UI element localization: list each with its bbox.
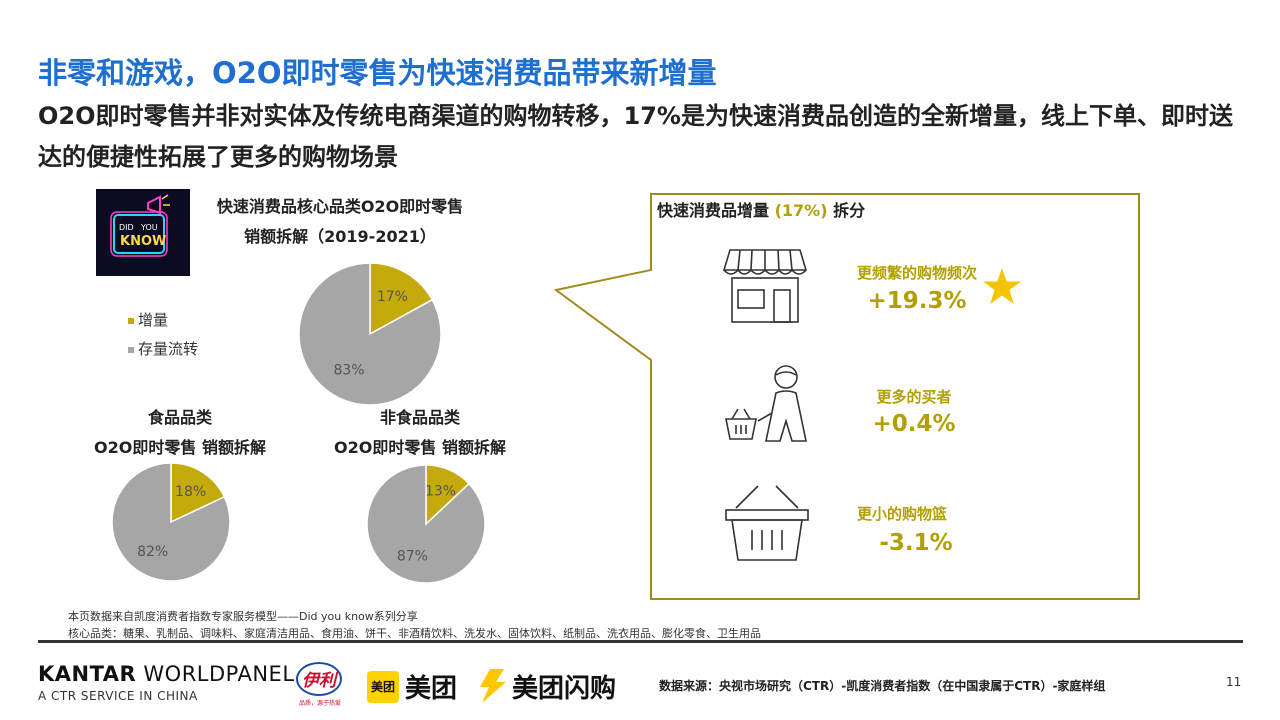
pie-chart-core: 17% 83% [298,262,442,406]
data-source-note: 数据来源：央视市场研究（CTR）-凯度消费者指数（在中国隶属于CTR）-家庭样组 [659,679,1106,693]
main-chart-title: 快速消费品核心品类O2O即时零售 销额拆解（2019-2021） [185,192,495,252]
meituan-logo-mark: 美团 [367,671,399,703]
badge-word-1: DID [119,223,134,232]
nonfood-chart-title-line1: 非食品品类 [379,408,460,427]
pie-slice-existing [366,464,486,584]
metric-value-basket: -3.1% [879,530,953,556]
metric-value-frequency: +19.3% [867,288,967,314]
lightning-icon [480,669,506,703]
pie-slice-incremental [170,462,226,524]
metric-value-buyers: +0.4% [872,411,956,437]
metric-label-buyers: 更多的买者 [876,388,952,406]
pie-slice-incremental [369,262,434,336]
pie-label-existing: 83% [333,362,364,378]
callout-frame [553,193,1140,600]
basket-icon [725,485,809,561]
pie-slice-existing [111,462,231,582]
pie-label-incremental: 18% [175,484,206,500]
pie-label-existing: 87% [397,548,428,564]
meituan-logo-text: 美团 [405,674,458,704]
yili-slogan: 品质，源于热爱 [298,700,341,707]
legend-existing: 存量流转 [128,338,198,359]
legend-swatch-incremental [128,317,134,324]
pie-label-incremental: 13% [425,483,456,499]
legend-label-existing: 存量流转 [138,340,199,358]
kantar-logo: KANTAR WORLDPANEL [38,662,295,686]
store-icon [722,249,808,323]
main-chart-title-line1: 快速消费品核心品类O2O即时零售 [216,197,464,216]
food-chart-title-line2: O2O即时零售 销额拆解 [94,438,266,457]
legend-label-incremental: 增量 [138,311,169,329]
badge-word-3: KNOW [120,234,166,249]
yili-logo-mark: 伊利 [296,662,342,696]
footer-divider [38,640,1243,643]
food-chart-title-line1: 食品品类 [147,408,212,427]
page-number: 11 [1226,675,1242,689]
callout-title: 快速消费品增量 (17%) 拆分 [657,197,865,221]
pie-chart-food: 18% 82% [111,462,231,582]
badge-word-2: YOU [140,223,158,232]
did-you-know-badge: DID YOU KNOW [96,189,190,276]
callout-title-post: 拆分 [827,201,866,220]
star-icon [983,268,1021,304]
pie-slice-existing [298,262,442,406]
pie-label-incremental: 17% [377,289,408,305]
neon-sign-icon: DID YOU KNOW [110,194,170,257]
metric-label-basket: 更小的购物篮 [856,505,947,523]
metric-label-frequency: 更频繁的购物频次 [856,264,977,282]
callout-title-pre: 快速消费品增量 [657,201,775,220]
footnote-core-categories: 核心品类：糖果、乳制品、调味料、家庭清洁用品、食用油、饼干、非酒精饮料、洗发水、… [68,627,761,640]
pie-label-existing: 82% [137,544,168,560]
legend-incremental: 增量 [128,309,168,330]
footnote-source-model: 本页数据来自凯度消费者指数专家服务模型——Did you know系列分享 [68,610,418,623]
kantar-logo-rest: WORLDPANEL [136,662,295,686]
callout-title-highlight: (17%) [774,201,828,220]
page-subtitle: O2O即时零售并非对实体及传统电商渠道的购物转移，17%是为快速消费品创造的全新… [38,102,1233,171]
yili-logo: 伊利 品质，源于热爱 [296,662,344,714]
shopper-icon [725,365,807,442]
page-title: 非零和游戏，O2O即时零售为快速消费品带来新增量 [38,56,717,90]
pie-chart-nonfood: 13% 87% [366,464,486,584]
legend-swatch-existing [128,346,134,353]
kantar-logo-bold: KANTAR [38,662,137,686]
shangou-logo-text: 美团闪购 [512,674,617,704]
kantar-tagline: A CTR SERVICE IN CHINA [38,689,198,703]
nonfood-chart-title: 非食品品类 O2O即时零售 销额拆解 [320,403,520,463]
main-chart-title-line2: 销额拆解（2019-2021） [244,227,436,246]
nonfood-chart-title-line2: O2O即时零售 销额拆解 [334,438,506,457]
food-chart-title: 食品品类 O2O即时零售 销额拆解 [80,403,280,463]
